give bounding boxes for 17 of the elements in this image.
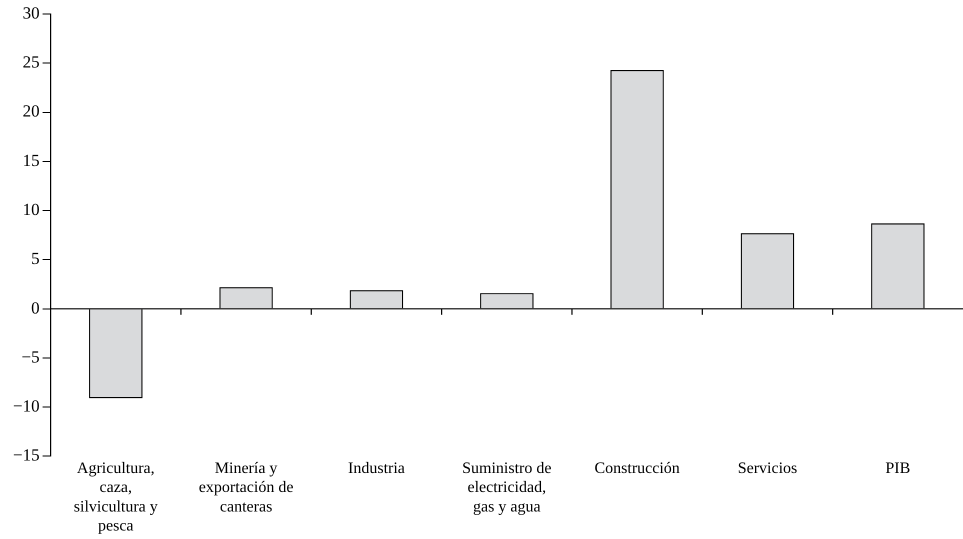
y-tick-label: 20 [22, 102, 40, 121]
y-tick-label: 15 [22, 150, 40, 170]
x-tick-label: Agricultura, caza, silvicultura y pesca [74, 460, 158, 535]
x-tick-label: Minería y exportación de canteras [198, 460, 294, 516]
y-tick-label: −10 [12, 396, 40, 416]
y-tick-label: 5 [31, 249, 40, 268]
y-tick-label: −5 [21, 347, 40, 366]
x-tick-label: Servicios [738, 460, 798, 478]
y-tick-label: 10 [22, 200, 40, 219]
y-tick-label: 30 [22, 3, 40, 22]
x-tick-label: Construcción [594, 460, 680, 478]
x-tick-label: PIB [885, 460, 910, 478]
y-tick-label: 25 [22, 52, 40, 72]
x-tick-label: Industria [348, 460, 405, 478]
y-tick-label: 0 [31, 298, 40, 318]
y-tick-label: −15 [12, 446, 40, 465]
x-tick-label: Suministro de electricidad, gas y agua [462, 460, 552, 516]
